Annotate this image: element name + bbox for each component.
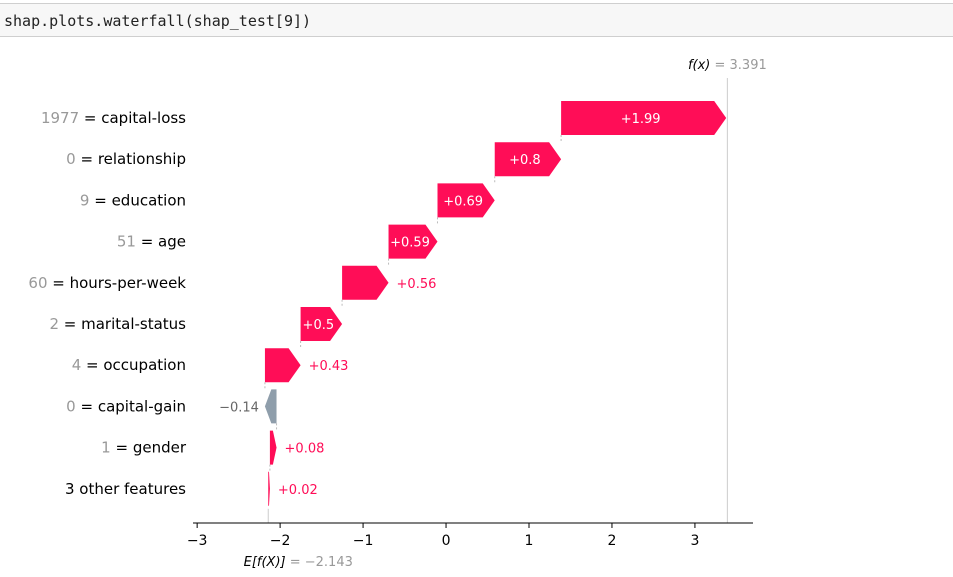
feature-label: 60 = hours-per-week bbox=[28, 274, 186, 292]
feature-label: 9 = education bbox=[80, 191, 186, 209]
bar-relationship bbox=[494, 142, 562, 177]
feature-label: 0 = capital-gain bbox=[66, 397, 186, 415]
bar-capital-gain bbox=[264, 389, 277, 424]
value-label: +0.08 bbox=[285, 442, 325, 457]
bar-3-other-features bbox=[268, 471, 270, 506]
value-label: +0.59 bbox=[390, 236, 430, 251]
x-tick-label: −1 bbox=[353, 533, 374, 549]
bar-age bbox=[388, 224, 438, 259]
x-tick-label: −3 bbox=[187, 533, 208, 549]
value-label: +0.02 bbox=[278, 483, 318, 498]
feature-label: 0 = relationship bbox=[66, 150, 186, 168]
feature-label: 1 = gender bbox=[101, 439, 187, 457]
x-tick-label: 0 bbox=[442, 533, 451, 549]
bar-marital-status bbox=[300, 307, 343, 341]
feature-label: 3 other features bbox=[65, 480, 186, 498]
feature-label: 2 = marital-status bbox=[49, 315, 186, 333]
bar-hours-per-week bbox=[342, 265, 389, 300]
x-tick-label: −2 bbox=[270, 533, 291, 549]
value-label: +1.99 bbox=[621, 112, 661, 127]
x-tick-label: 3 bbox=[690, 533, 699, 549]
bar-occupation bbox=[264, 348, 301, 383]
bar-capital-loss bbox=[561, 101, 727, 135]
value-label: +0.43 bbox=[309, 359, 349, 374]
value-label: +0.69 bbox=[443, 194, 483, 209]
value-label: −0.14 bbox=[219, 400, 259, 415]
feature-label: 1977 = capital-loss bbox=[41, 109, 186, 127]
code-text: shap.plots.waterfall(shap_test[9]) bbox=[4, 12, 312, 30]
base-value-label: E[f(X)] = −2.143 bbox=[244, 555, 353, 570]
feature-label: 4 = occupation bbox=[72, 356, 186, 374]
x-tick-label: 2 bbox=[608, 533, 617, 549]
bar-gender bbox=[269, 430, 277, 465]
code-cell[interactable]: shap.plots.waterfall(shap_test[9]) bbox=[0, 3, 953, 37]
x-tick-label: 1 bbox=[525, 533, 534, 549]
feature-label: 51 = age bbox=[117, 233, 186, 251]
fx-label: f(x) = 3.391 bbox=[688, 58, 767, 73]
value-label: +0.5 bbox=[303, 318, 335, 333]
value-label: +0.56 bbox=[397, 277, 437, 292]
value-label: +0.8 bbox=[509, 153, 541, 168]
bar-education bbox=[437, 183, 495, 218]
